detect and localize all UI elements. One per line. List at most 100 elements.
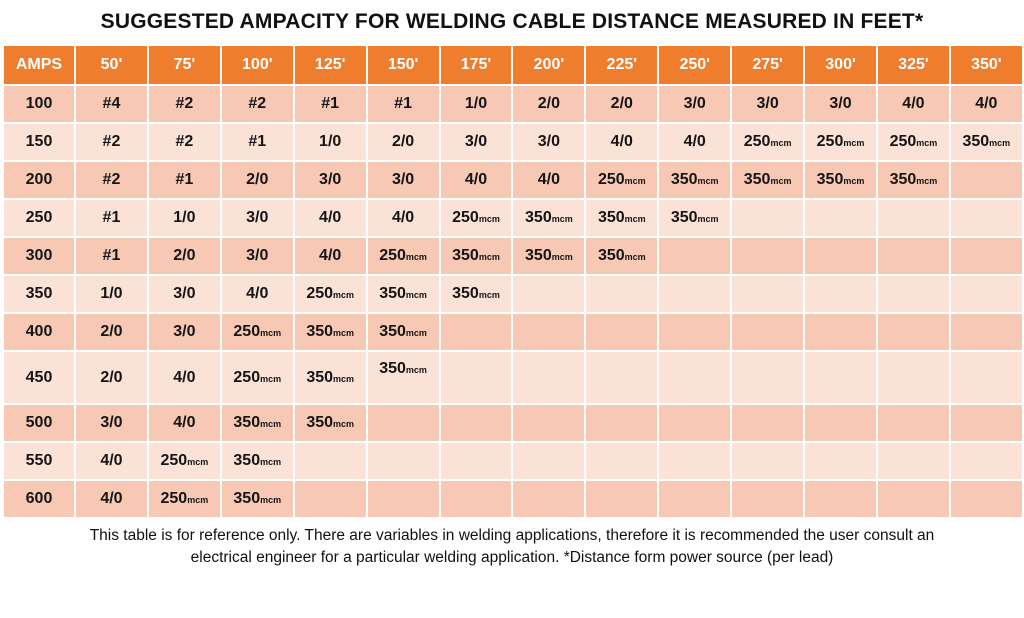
gauge-cell [948,198,1024,238]
gauge-value: 4/0 [100,490,123,507]
gauge-cell [948,350,1024,405]
gauge-cell [875,350,951,405]
gauge-value: 3/0 [683,95,706,112]
unit-suffix: mcm [333,290,355,300]
gauge-value: 350 [233,452,261,469]
gauge-cell: 350mcm [365,312,441,352]
gauge-cell [511,350,587,405]
gauge-cell: 250mcm [365,236,441,276]
gauge-cell [803,198,878,238]
gauge-cell: 350mcm [292,403,368,443]
table-row: 100 #4 #2 #2 #1 #1 1/0 2/0 2/0 3/0 3/0 3/0 4/0 4/0 [2,84,1024,124]
gauge-value: 350 [670,209,698,226]
gauge-value: 4/0 [683,133,706,150]
gauge-value: 350 [233,414,261,431]
amps-cell: 250 [2,198,76,238]
unit-suffix: mcm [478,214,500,224]
gauge-cell [365,479,441,519]
header-distance: 275' [730,44,806,86]
header-distance: 50' [74,44,149,86]
unit-suffix: mcm [843,176,865,186]
gauge-cell: 4/0 [584,122,660,162]
gauge-cell [875,479,951,519]
gauge-cell: 4/0 [365,198,441,238]
gauge-value: 3/0 [829,95,852,112]
gauge-cell: 2/0 [219,160,295,200]
gauge-cell [438,479,514,519]
gauge-value: 350 [452,285,479,302]
header-distance: 350' [948,44,1024,86]
table-header-row: AMPS 50' 75' 100' 125' 150' 175' 200' 225' 250' 27… [2,44,1024,86]
gauge-value: 250 [160,490,188,507]
gauge-cell: 350mcm [438,274,514,314]
gauge-value: 350 [379,285,406,302]
gauge-cell: 350mcm [948,122,1024,162]
amps-cell: 400 [2,312,76,352]
gauge-cell: 350mcm [730,160,806,200]
gauge-cell [803,274,878,314]
gauge-value: 3/0 [464,133,488,150]
gauge-cell [657,350,733,405]
unit-suffix: mcm [624,252,646,262]
gauge-cell [365,403,441,443]
ampacity-table: AMPS 50' 75' 100' 125' 150' 175' 200' 225' 250' 27… [2,44,1024,519]
gauge-cell: 350mcm [438,236,514,276]
gauge-value: 350 [670,171,698,188]
gauge-cell: 350mcm [657,160,733,200]
gauge-value: 1/0 [464,95,488,112]
gauge-value: 4/0 [537,171,561,188]
gauge-cell: 350mcm [511,198,587,238]
gauge-cell: 350mcm [803,160,878,200]
amps-cell: 100 [2,84,76,124]
table-body: 100 #4 #2 #2 #1 #1 1/0 2/0 2/0 3/0 3/0 3/0 4/0 4/0 150… [2,84,1024,519]
gauge-cell: 250mcm [730,122,806,162]
gauge-value: 350 [597,247,625,264]
unit-suffix: mcm [989,138,1011,148]
gauge-cell: 3/0 [803,84,878,124]
gauge-cell: 4/0 [74,479,149,519]
gauge-value: #2 [175,133,194,150]
gauge-cell: 4/0 [438,160,514,200]
gauge-value: 350 [306,414,334,431]
gauge-cell: #2 [219,84,295,124]
gauge-value: 2/0 [391,133,415,150]
gauge-cell: 4/0 [292,236,368,276]
gauge-cell: 250mcm [438,198,514,238]
gauge-value: 250 [160,452,188,469]
gauge-cell: 4/0 [511,160,587,200]
gauge-cell: 4/0 [146,350,222,405]
gauge-value: 250 [889,133,917,150]
gauge-cell [803,350,878,405]
gauge-cell: 350mcm [365,274,441,314]
table-row: 550 4/0 250mcm 350mcm [2,441,1024,481]
gauge-cell [365,441,441,481]
gauge-cell: #1 [74,198,149,238]
gauge-value: 4/0 [391,209,415,226]
gauge-value: 350 [525,247,552,264]
gauge-cell [948,312,1024,352]
header-distance: 100' [219,44,295,86]
gauge-value: 4/0 [902,95,925,112]
gauge-cell: 1/0 [74,274,149,314]
unit-suffix: mcm [187,495,209,505]
gauge-cell: 350mcm [584,198,660,238]
unit-suffix: mcm [260,328,282,338]
gauge-cell [730,350,806,405]
gauge-cell: #1 [74,236,149,276]
gauge-value: 4/0 [464,171,488,188]
gauge-value: #2 [102,133,121,150]
gauge-cell: 3/0 [219,236,295,276]
gauge-cell [875,274,951,314]
unit-suffix: mcm [551,214,573,224]
gauge-value: 250 [816,133,844,150]
gauge-cell [948,236,1024,276]
gauge-cell [730,236,806,276]
gauge-cell: 250mcm [292,274,368,314]
gauge-value: #1 [248,133,267,150]
amps-cell: 300 [2,236,76,276]
gauge-value: 350 [452,247,479,264]
gauge-value: 3/0 [319,171,342,188]
gauge-value: #2 [248,95,267,112]
gauge-cell [511,441,587,481]
unit-suffix: mcm [260,495,282,505]
